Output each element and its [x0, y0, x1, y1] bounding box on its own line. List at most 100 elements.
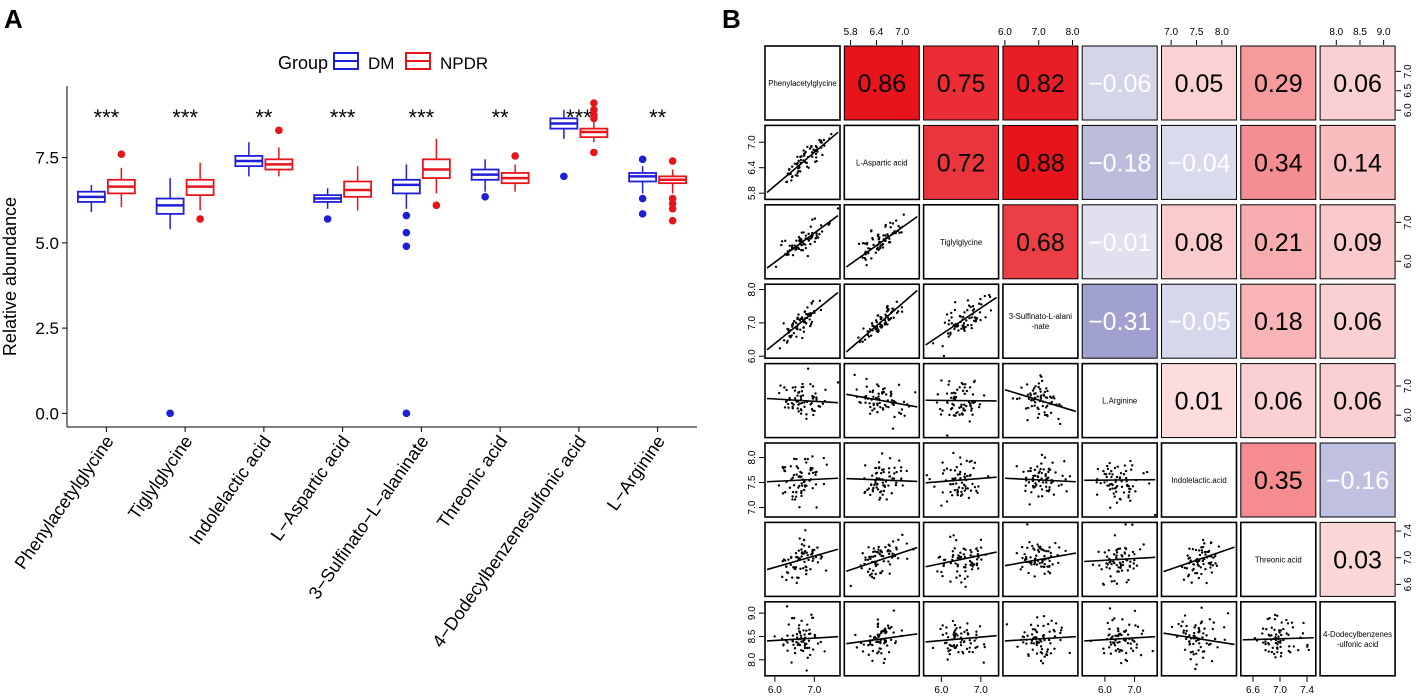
scatter-point [796, 407, 799, 410]
scatter-point [872, 486, 875, 490]
scatter-point [869, 493, 872, 497]
scatter-point [874, 572, 877, 576]
outlier-point [402, 228, 411, 237]
scatter-point [877, 384, 880, 388]
scatter-point [953, 488, 957, 492]
scatter-point [874, 328, 877, 331]
scatter-point [1142, 472, 1145, 475]
scatter-point [1119, 562, 1122, 566]
scatter-point [897, 224, 900, 228]
scatter-point [871, 490, 875, 493]
correlation-cell [923, 45, 1000, 121]
diagonal-cell-box [1081, 362, 1158, 439]
scatter-point [1214, 562, 1217, 565]
correlation-value: 0.34 [1254, 149, 1303, 177]
panel-label-b: B [722, 4, 741, 34]
legend-title: Group [278, 53, 328, 73]
scatter-point [1035, 643, 1039, 647]
variable-label: Phenylacetylglycine [768, 79, 836, 88]
scatter-point [871, 409, 874, 412]
scatter-point [783, 406, 787, 409]
correlation-value: 0.68 [1016, 229, 1065, 257]
scatter-point [875, 486, 878, 489]
scatter-point [1030, 404, 1034, 408]
scatter-point [800, 489, 803, 493]
top-axis-tick-label: 8.0 [1066, 27, 1080, 38]
scatter-point [1194, 667, 1197, 671]
scatter-point [1037, 412, 1041, 416]
scatter-point [1195, 639, 1198, 643]
scatter-point [1111, 487, 1114, 490]
scatter-point [894, 483, 898, 487]
scatter-point [1059, 638, 1062, 642]
scatter-point [869, 334, 873, 337]
box [391, 178, 421, 195]
regression-line [1163, 546, 1235, 573]
legend-dm-key [333, 52, 359, 70]
scatter-point [806, 656, 809, 660]
scatter-point [836, 381, 840, 384]
matrix-cell: −0.31 [1081, 283, 1158, 359]
scatter-point [945, 500, 949, 503]
scatter-point [1049, 551, 1053, 555]
scatter-point [894, 219, 898, 222]
scatter-point [1015, 465, 1018, 468]
scatter-point [1194, 624, 1197, 627]
scatter-point [790, 165, 794, 168]
scatter-point [799, 634, 803, 637]
scatter-point [877, 395, 880, 398]
scatter-point [903, 414, 906, 417]
scatter-point [954, 395, 958, 399]
correlation-value: 0.06 [1254, 388, 1303, 416]
scatter-point [861, 242, 865, 245]
matrix-cell [922, 521, 1000, 598]
scatter-point [1208, 618, 1212, 621]
scatter-point [1113, 579, 1116, 583]
correlation-value: 0.03 [1333, 546, 1382, 574]
significance-marker: ** [492, 105, 510, 130]
scatter-point [881, 407, 885, 410]
scatter-point [875, 551, 879, 554]
scatter-point [978, 302, 981, 305]
scatter-point [886, 233, 889, 236]
scatter-point [1039, 387, 1042, 391]
scatter-point [1188, 547, 1191, 550]
scatter-point [955, 570, 959, 573]
scatter-point [881, 493, 884, 496]
scatter-point [1109, 560, 1112, 563]
scatter-point [865, 243, 869, 246]
outlier-point [668, 204, 677, 213]
scatter-point [794, 321, 798, 325]
scatter-point [1116, 627, 1120, 630]
scatter-point [1043, 565, 1046, 569]
scatter-point [781, 575, 784, 579]
scatter-point [796, 161, 799, 165]
scatter-point [790, 661, 793, 664]
scatter-point [1047, 565, 1051, 568]
scatter-point [940, 504, 943, 507]
scatter-point [803, 642, 807, 645]
scatter-point [1040, 640, 1043, 643]
scatter-point [963, 472, 967, 476]
scatter-point [964, 569, 967, 573]
scatter-point [1148, 482, 1151, 485]
scatter-point [1181, 620, 1184, 623]
scatter-point [977, 567, 980, 570]
scatter-point [1027, 481, 1031, 484]
scatter-point [952, 391, 956, 395]
scatter-point [785, 388, 788, 392]
scatter-point [949, 331, 952, 334]
scatter-point [1021, 635, 1025, 638]
outlier-point [638, 210, 647, 218]
scatter-point [973, 485, 977, 489]
scatter-point [1043, 413, 1047, 417]
scatter-point [791, 322, 795, 325]
scatter-point [822, 456, 826, 460]
scatter-point [1118, 476, 1122, 479]
scatter-point [963, 475, 966, 478]
matrix-cell [764, 521, 841, 598]
scatter-point [950, 494, 954, 497]
significance-marker: *** [94, 105, 120, 130]
scatter-point [1119, 564, 1123, 568]
scatter-point [791, 476, 795, 479]
